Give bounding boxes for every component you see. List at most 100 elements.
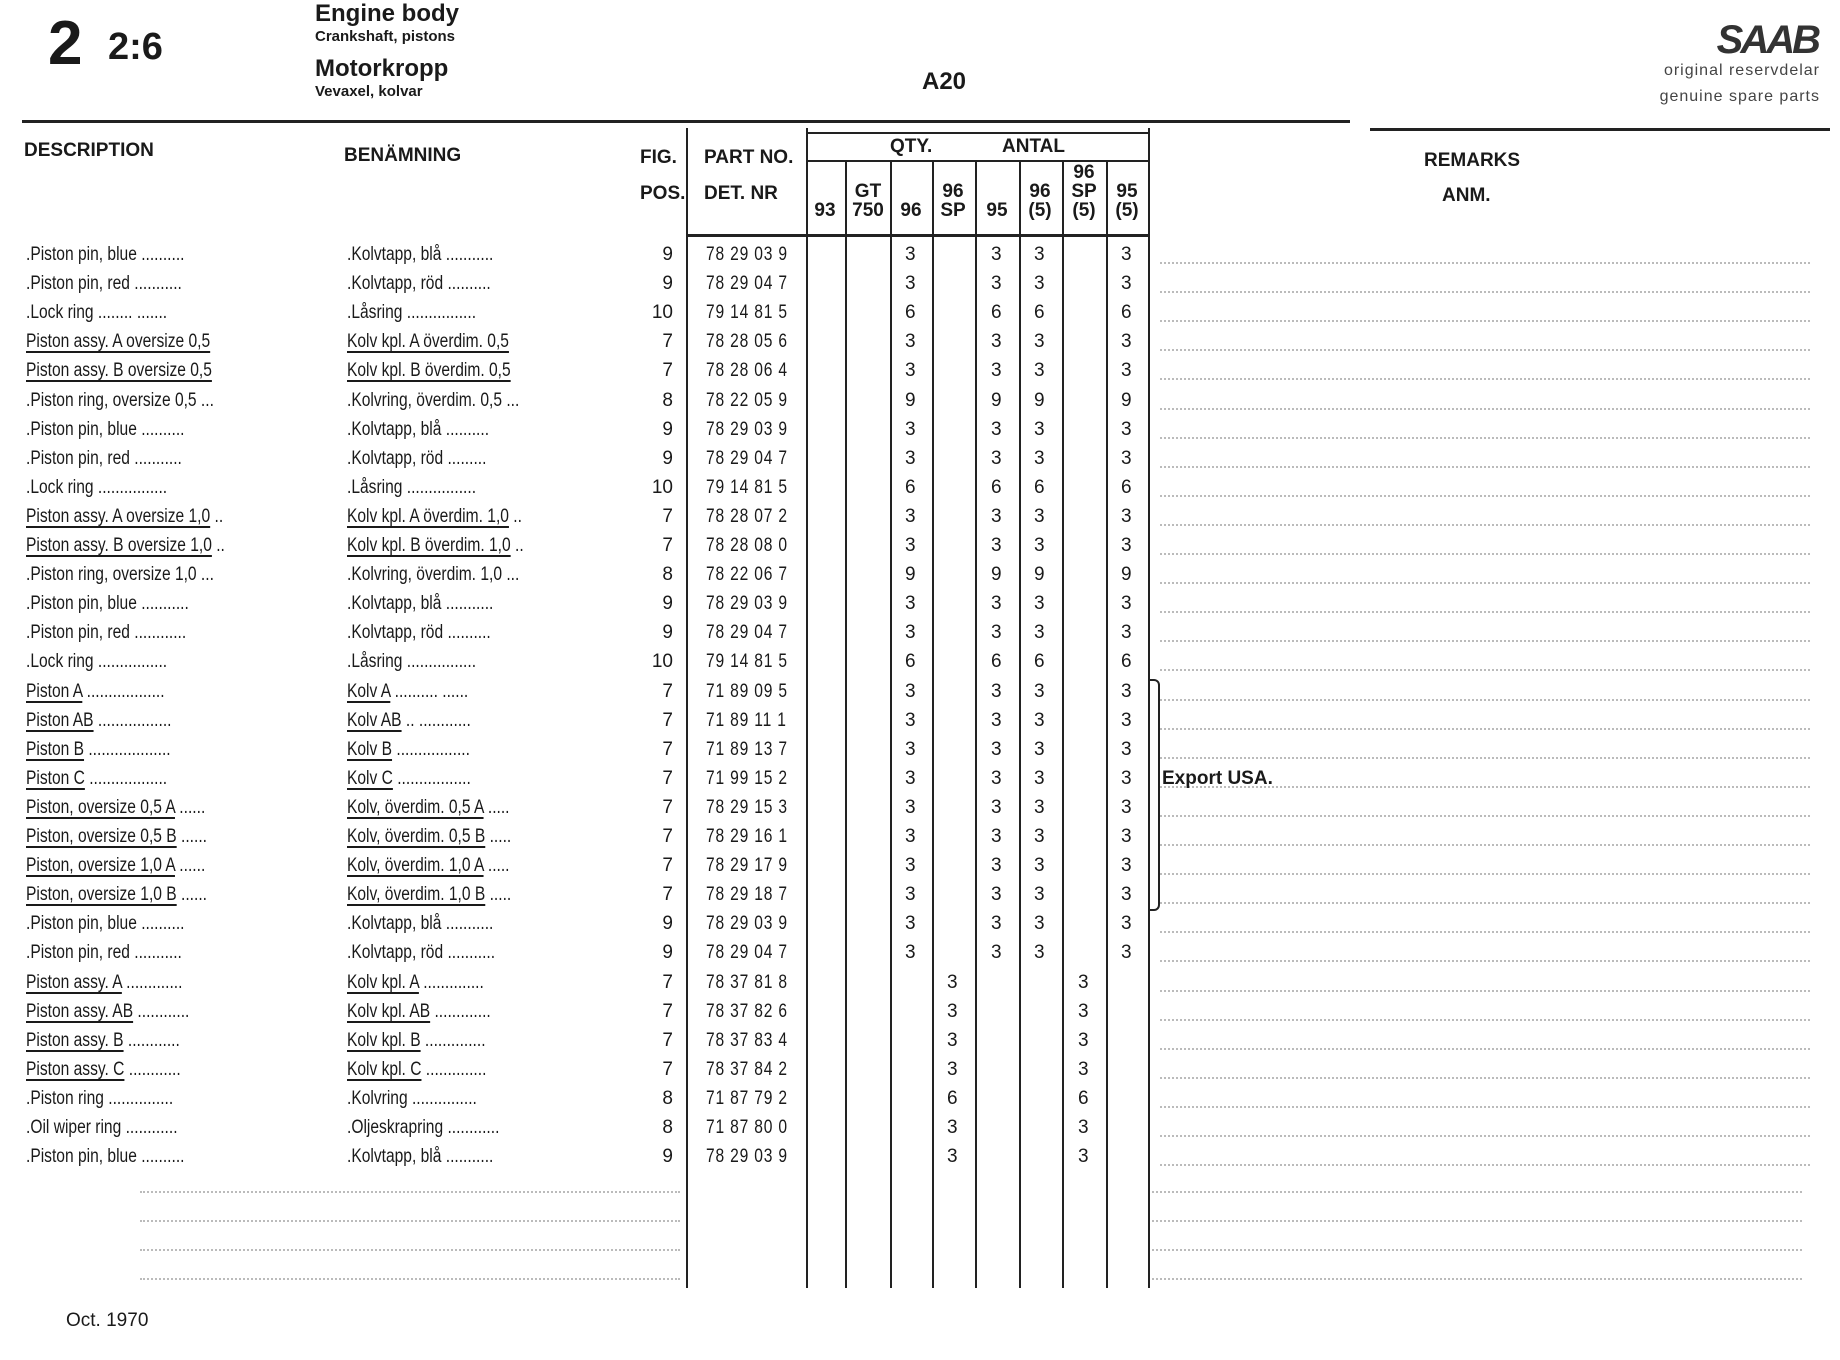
qty-cell: 3 bbox=[1034, 855, 1045, 877]
benamning-text: .Kolvtapp, röd bbox=[347, 942, 444, 964]
fig-pos: 9 bbox=[662, 593, 673, 615]
description-cell: Piston assy. A oversize 0,5 bbox=[26, 327, 210, 356]
column-divider bbox=[806, 128, 808, 1288]
qty-cell: 3 bbox=[1121, 680, 1132, 702]
qty-cell: 3 bbox=[905, 738, 916, 760]
qty-cell: 3 bbox=[1034, 447, 1045, 469]
description-text: .Piston pin, blue bbox=[26, 418, 137, 440]
description-text: Piston, oversize 0,5 B bbox=[26, 826, 177, 847]
description-leader: ............ bbox=[129, 622, 187, 644]
qty-cell: 6 bbox=[905, 302, 916, 324]
benamning-text: .Kolvring, överdim. 0,5 bbox=[347, 389, 503, 411]
fig-pos: 7 bbox=[662, 738, 673, 760]
subtitle-en: Crankshaft, pistons bbox=[315, 28, 456, 45]
description-cell: Piston A .................. bbox=[26, 677, 165, 706]
description-leader: ................... bbox=[84, 738, 171, 760]
qty-col-header: 95 bbox=[976, 201, 1018, 220]
qty-cell: 3 bbox=[1034, 942, 1045, 964]
fig-pos: 8 bbox=[662, 564, 673, 586]
qty-cell: 6 bbox=[1034, 651, 1045, 673]
qty-col-header-line: 95 bbox=[1116, 181, 1138, 202]
description-text: Piston assy. A oversize 1,0 bbox=[26, 505, 211, 527]
part-number: 78 29 03 9 bbox=[706, 593, 788, 615]
description-leader: .......... bbox=[136, 244, 185, 265]
part-number: 78 29 15 3 bbox=[706, 796, 788, 818]
column-divider bbox=[975, 160, 977, 1288]
qty-cell: 3 bbox=[991, 360, 1002, 382]
blank-ruled-line bbox=[1152, 1278, 1802, 1281]
description-text: .Piston pin, red bbox=[26, 942, 130, 964]
description-leader: ............ bbox=[121, 1117, 178, 1138]
qty-cell: 3 bbox=[1034, 709, 1045, 731]
fig-pos: 10 bbox=[651, 302, 673, 324]
benamning-cell: Kolv, överdim. 0,5 B ..... bbox=[347, 822, 511, 851]
qty-cell: 3 bbox=[905, 942, 916, 964]
benamning-leader: .......... ...... bbox=[390, 680, 469, 702]
description-leader: ................. bbox=[93, 709, 172, 731]
remarks-line bbox=[1160, 465, 1810, 468]
description-leader: ................ bbox=[93, 651, 168, 673]
description-text: .Piston pin, blue bbox=[26, 1146, 137, 1168]
description-cell: .Piston pin, red ............ bbox=[26, 618, 186, 647]
remarks-line bbox=[1160, 640, 1810, 643]
benamning-text: Kolv kpl. A överdim. 1,0 bbox=[347, 505, 509, 527]
benamning-cell: .Låsring ................ bbox=[347, 473, 476, 502]
benamning-text: Kolv kpl. B överdim. 1,0 bbox=[347, 535, 511, 556]
part-number: 78 29 03 9 bbox=[706, 418, 788, 440]
description-text: .Lock ring bbox=[26, 302, 94, 324]
qty-cell: 3 bbox=[1034, 244, 1045, 265]
fig-pos: 9 bbox=[662, 273, 673, 295]
column-divider bbox=[1148, 128, 1150, 1288]
qty-cell: 3 bbox=[1121, 447, 1132, 469]
qty-col-header-line: 96 bbox=[942, 181, 964, 202]
benamning-leader: ..... bbox=[483, 855, 510, 877]
part-number: 78 28 05 6 bbox=[706, 331, 788, 353]
fig-pos: 7 bbox=[662, 826, 673, 847]
qty-cell: 3 bbox=[1034, 796, 1045, 818]
column-divider bbox=[1106, 160, 1108, 1288]
benamning-leader: .......... bbox=[443, 622, 491, 644]
table-row: Piston assy. A ............. Kolv kpl. A … bbox=[0, 968, 1840, 997]
benamning-text: Kolv, överdim. 1,0 B bbox=[347, 884, 486, 906]
benamning-text: Kolv kpl. C bbox=[347, 1058, 422, 1080]
part-number: 71 87 79 2 bbox=[706, 1087, 788, 1109]
remarks-line bbox=[1160, 611, 1810, 614]
benamning-leader: .. bbox=[508, 505, 522, 527]
blank-ruled-line bbox=[1152, 1220, 1802, 1223]
qty-cell: 3 bbox=[947, 1000, 958, 1022]
title-en: Engine body bbox=[315, 0, 459, 27]
benamning-leader: ..... bbox=[485, 826, 512, 847]
qty-cell: 3 bbox=[905, 447, 916, 469]
benamning-cell: Kolv kpl. AB ............. bbox=[347, 997, 491, 1026]
part-number: 71 89 13 7 bbox=[706, 738, 788, 760]
part-number: 78 29 18 7 bbox=[706, 884, 788, 906]
description-leader: ...... bbox=[174, 796, 206, 818]
qty-cell: 9 bbox=[1034, 564, 1045, 586]
benamning-cell: .Kolvtapp, blå ........... bbox=[347, 1142, 493, 1171]
qty-cell: 3 bbox=[991, 884, 1002, 906]
section-subnumber: 2:6 bbox=[108, 26, 163, 68]
benamning-cell: .Kolvtapp, blå ........... bbox=[347, 589, 493, 618]
benamning-text: .Låsring bbox=[347, 476, 403, 498]
qty-cell: 3 bbox=[1121, 884, 1132, 906]
qty-cell: 3 bbox=[1121, 709, 1132, 731]
qty-cell: 3 bbox=[1078, 1146, 1089, 1168]
table-row: Piston assy. B ............ Kolv kpl. B .… bbox=[0, 1026, 1840, 1055]
fig-pos: 7 bbox=[662, 1000, 673, 1022]
col-pos: POS. bbox=[640, 183, 686, 204]
qty-cell: 3 bbox=[1121, 360, 1132, 382]
description-cell: .Piston pin, blue .......... bbox=[26, 909, 184, 938]
qty-cell: 3 bbox=[1034, 680, 1045, 702]
description-cell: .Piston pin, blue ........... bbox=[26, 589, 189, 618]
qty-col-header: 96 SP bbox=[932, 182, 974, 220]
fig-pos: 10 bbox=[651, 651, 673, 673]
qty-cell: 3 bbox=[905, 826, 916, 847]
benamning-cell: Kolv kpl. B .............. bbox=[347, 1026, 486, 1055]
benamning-leader: ... bbox=[502, 564, 520, 586]
remarks-line bbox=[1160, 523, 1810, 526]
table-row: Piston assy. B oversize 1,0 .. Kolv kpl. … bbox=[0, 531, 1840, 560]
qty-cell: 3 bbox=[1034, 331, 1045, 353]
qty-cell: 3 bbox=[905, 622, 916, 644]
fig-pos: 7 bbox=[662, 709, 673, 731]
benamning-leader: ... bbox=[502, 389, 520, 411]
